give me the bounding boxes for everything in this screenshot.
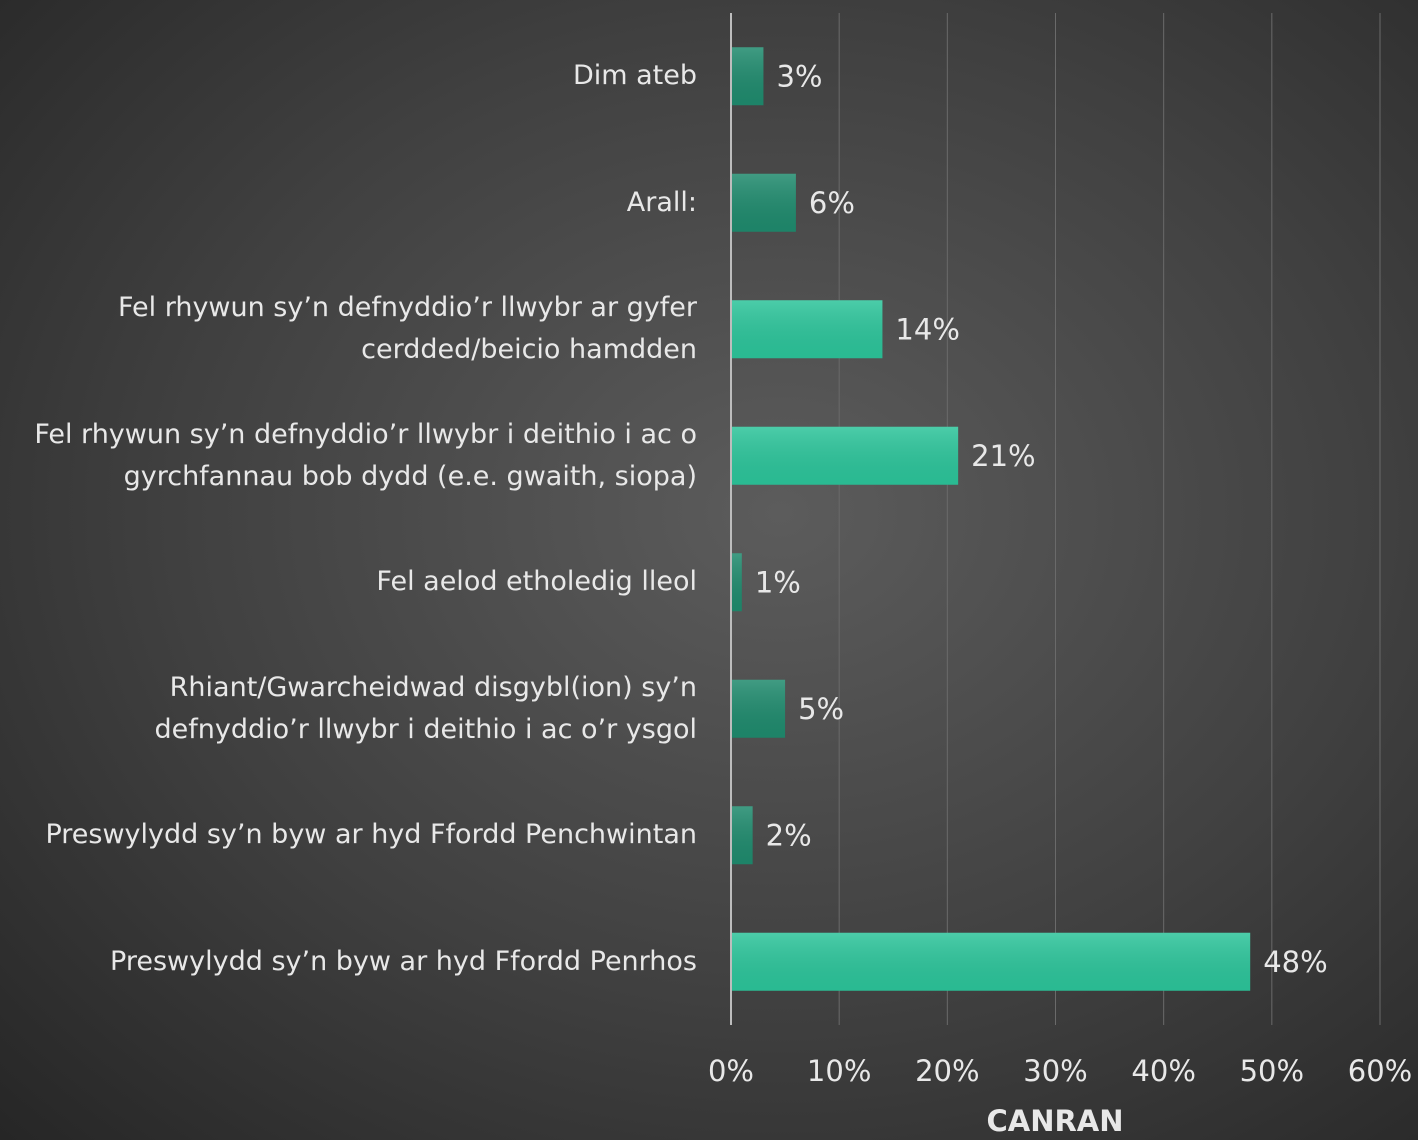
data-label: 48% (1263, 945, 1327, 979)
data-label: 14% (895, 312, 959, 346)
category-label: Fel aelod etholedig lleol (376, 566, 697, 598)
category-label: Arall: (626, 186, 697, 218)
x-tick-label: 60% (1348, 1054, 1412, 1088)
bar-shine (731, 553, 742, 612)
x-tick-label: 30% (1023, 1054, 1087, 1088)
data-label: 21% (971, 439, 1035, 473)
bar-shine (731, 426, 959, 485)
category-label: Fel rhywun sy’n defnyddio’r llwybr ar gy… (117, 292, 697, 366)
x-tick-label: 10% (807, 1054, 871, 1088)
category-label: Rhiant/Gwarcheidwad disgybl(ion) sy’n de… (154, 671, 697, 745)
x-tick-label: 20% (915, 1054, 979, 1088)
x-tick-label: 0% (708, 1054, 754, 1088)
category-label: Preswylydd sy’n byw ar hyd Ffordd Penrho… (110, 945, 697, 977)
category-label: Dim ateb (572, 60, 697, 92)
x-tick-label: 50% (1240, 1054, 1304, 1088)
category-label: Fel rhywun sy’n defnyddio’r llwybr i dei… (34, 418, 697, 492)
x-tick-label: 40% (1131, 1054, 1195, 1088)
data-label: 3% (776, 59, 822, 93)
bar-shine (731, 679, 786, 738)
category-label: Preswylydd sy’n byw ar hyd Ffordd Penchw… (45, 819, 697, 851)
data-label: 5% (798, 692, 844, 726)
bar-shine (731, 47, 764, 106)
bar-shine (731, 806, 753, 865)
x-axis-title: CANRAN (986, 1104, 1123, 1138)
bar-shine (731, 932, 1251, 991)
bar-shine (731, 300, 883, 359)
data-label: 1% (755, 565, 801, 599)
data-label: 2% (766, 818, 812, 852)
data-label: 6% (809, 186, 855, 220)
bar-shine (731, 173, 796, 232)
